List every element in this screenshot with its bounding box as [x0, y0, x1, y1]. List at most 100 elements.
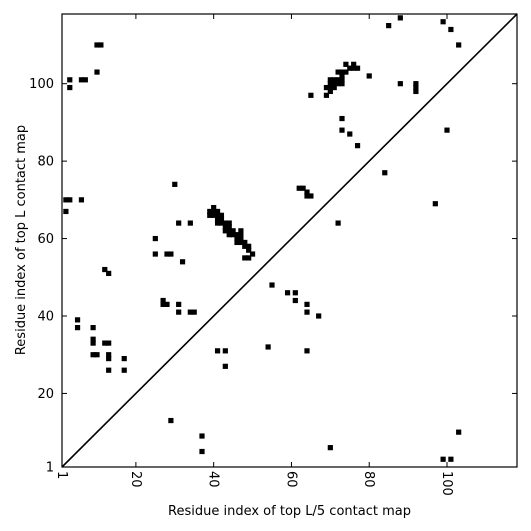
contact-point — [440, 456, 446, 462]
contact-point — [67, 77, 73, 83]
contact-point — [327, 81, 333, 87]
contact-point — [67, 197, 73, 203]
contact-point — [102, 340, 108, 346]
contact-point — [90, 336, 96, 342]
contact-point — [397, 15, 403, 21]
contact-point — [323, 92, 330, 98]
contact-point — [152, 251, 158, 257]
contact-point — [211, 204, 217, 211]
contact-point — [226, 224, 232, 230]
contact-point — [172, 181, 178, 187]
contact-point — [90, 325, 96, 331]
contact-point — [327, 445, 333, 451]
diagonal-line — [61, 13, 518, 468]
y-axis-ticks: 1 20 40 60 80 100 — [29, 77, 517, 476]
contact-point — [222, 348, 228, 354]
contact-point — [226, 220, 232, 226]
y-tick-label: 80 — [37, 155, 54, 170]
contact-point — [238, 239, 244, 246]
contact-points — [63, 15, 462, 462]
contact-point — [331, 77, 337, 83]
contact-point — [230, 232, 236, 238]
contact-point — [121, 367, 127, 373]
contact-point — [304, 301, 310, 307]
contact-point — [230, 228, 236, 234]
contact-point — [354, 65, 361, 71]
contact-point — [222, 363, 228, 369]
contact-point — [160, 301, 166, 307]
contact-point — [339, 127, 345, 133]
contact-point — [292, 290, 298, 296]
y-tick-label: 20 — [37, 387, 54, 402]
contact-point — [366, 73, 372, 79]
contact-point — [78, 77, 85, 83]
contact-point — [211, 208, 217, 215]
contact-point — [351, 61, 357, 67]
contact-point — [226, 228, 232, 234]
contact-point — [164, 251, 170, 257]
contact-point — [106, 340, 112, 346]
contact-point — [214, 208, 221, 215]
y-tick-label: 60 — [37, 232, 54, 247]
contact-point — [121, 355, 127, 362]
contact-point — [106, 355, 112, 362]
contact-point — [300, 185, 306, 191]
contact-point — [343, 61, 349, 67]
x-tick-label: 1 — [54, 471, 69, 479]
x-tick-label: 60 — [283, 471, 298, 488]
plot-frame — [61, 13, 518, 468]
contact-point — [456, 42, 462, 48]
contact-point — [82, 77, 88, 83]
contact-point — [152, 235, 158, 242]
contact-point — [234, 232, 240, 238]
contact-point — [413, 84, 419, 91]
contact-point — [335, 69, 341, 75]
contact-point — [242, 239, 248, 246]
contact-point — [234, 235, 240, 242]
x-axis-label: Residue index of top L/5 contact map — [168, 504, 411, 519]
contact-point — [331, 84, 337, 91]
contact-point — [316, 313, 322, 319]
contact-point — [444, 127, 450, 133]
contact-point — [207, 212, 213, 218]
contact-point — [176, 309, 182, 315]
contact-point — [168, 251, 174, 257]
contact-point — [242, 255, 248, 261]
contact-point — [238, 228, 244, 234]
x-tick-label: 100 — [439, 471, 454, 496]
contact-point — [94, 42, 100, 48]
contact-point — [354, 143, 361, 149]
contact-point — [67, 84, 73, 91]
y-tick-label: 100 — [29, 77, 54, 92]
contact-point — [304, 193, 310, 199]
contact-point — [284, 290, 291, 296]
contact-point — [249, 251, 256, 257]
contact-point — [440, 19, 446, 25]
contact-point — [106, 270, 112, 277]
contact-point — [176, 301, 182, 307]
contact-point — [106, 352, 112, 358]
contact-point — [413, 88, 419, 95]
contact-point — [218, 216, 225, 222]
contact-point — [323, 84, 330, 91]
contact-point — [339, 69, 345, 75]
x-tick-label: 80 — [361, 471, 376, 488]
contact-point — [106, 367, 112, 373]
contact-point — [304, 348, 310, 354]
contact-point — [335, 220, 341, 226]
contact-point — [211, 212, 217, 218]
contact-point — [176, 220, 182, 226]
contact-point — [339, 73, 345, 79]
contact-point — [448, 456, 454, 462]
contact-point — [382, 170, 388, 176]
x-axis-ticks: 1 20 40 60 80 100 — [54, 14, 454, 496]
contact-point — [214, 216, 221, 222]
contact-point — [218, 220, 225, 226]
contact-point — [335, 77, 341, 83]
contact-point — [246, 243, 252, 249]
contact-point — [222, 228, 228, 234]
contact-point — [292, 297, 298, 304]
contact-point — [90, 352, 96, 358]
contact-point — [386, 23, 392, 29]
contact-point — [102, 266, 108, 273]
